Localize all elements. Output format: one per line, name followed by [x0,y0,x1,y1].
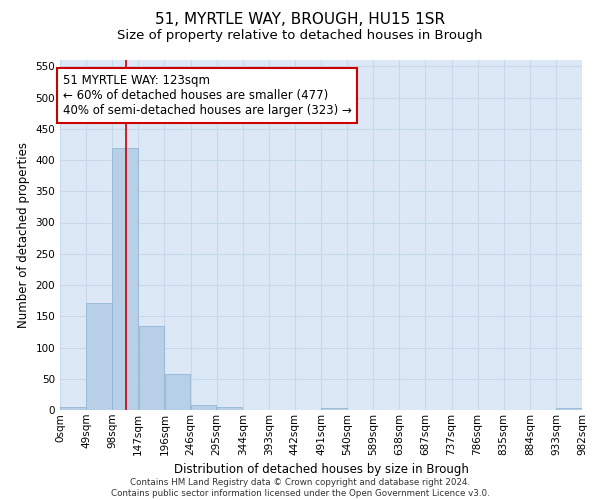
Text: 51 MYRTLE WAY: 123sqm
← 60% of detached houses are smaller (477)
40% of semi-det: 51 MYRTLE WAY: 123sqm ← 60% of detached … [62,74,352,118]
Text: Contains HM Land Registry data © Crown copyright and database right 2024.
Contai: Contains HM Land Registry data © Crown c… [110,478,490,498]
Bar [86,302,112,410]
Text: 51, MYRTLE WAY, BROUGH, HU15 1SR: 51, MYRTLE WAY, BROUGH, HU15 1SR [155,12,445,28]
Bar [164,374,190,410]
Y-axis label: Number of detached properties: Number of detached properties [17,142,30,328]
Bar [321,408,347,410]
Bar [139,326,164,410]
X-axis label: Distribution of detached houses by size in Brough: Distribution of detached houses by size … [173,463,469,476]
Bar [556,408,582,410]
Bar [191,405,217,410]
Bar [60,407,86,410]
Text: Size of property relative to detached houses in Brough: Size of property relative to detached ho… [117,29,483,42]
Bar [112,148,138,410]
Bar [217,407,242,410]
